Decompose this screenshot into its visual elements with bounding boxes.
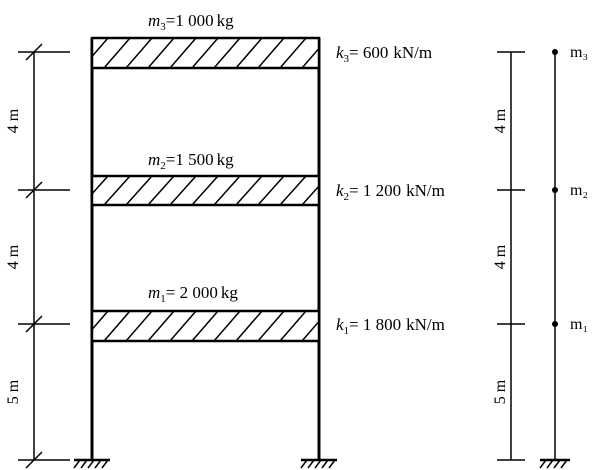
hatch-line [301, 320, 319, 341]
hatch-line [213, 176, 241, 205]
model-label-m3: m₃ [570, 44, 588, 61]
hatch-line [92, 38, 109, 58]
left-dim-label-bottom: 5 m [5, 379, 22, 404]
ground-support-right [300, 458, 337, 469]
hatch-line [279, 38, 307, 68]
hatch-line [60, 38, 86, 68]
mass-label-1: m1= 2 000 kg [148, 283, 238, 305]
left-dim-label-top: 4 m [5, 108, 22, 133]
left-dim-label-middle: 4 m [5, 244, 22, 269]
hatch-line [301, 47, 319, 68]
hatch-line [235, 311, 263, 341]
hatch-line [235, 38, 263, 68]
mass-label-3: m3=1 000 kg [148, 11, 234, 33]
hatch-line [60, 311, 86, 341]
right-dim-label-bottom: 5 m [492, 379, 509, 404]
hatch-line [125, 176, 153, 205]
hatch-line [191, 38, 219, 68]
ground-support-model [539, 458, 570, 469]
hatch-line [169, 311, 197, 341]
stiffness-label-3: k3= 600 kN/m [336, 43, 432, 65]
model-mass-1 [552, 321, 558, 327]
hatch-line [125, 38, 153, 68]
floor-slab-3 [60, 36, 321, 70]
hatch-line [147, 38, 175, 68]
right-dimension-line [497, 51, 525, 461]
model-label-m1: m₁ [570, 316, 588, 333]
right-dim-label-top: 4 m [492, 108, 509, 133]
hatch-line [279, 176, 307, 205]
hatch-line [92, 176, 109, 195]
stiffness-label-1: k1= 1 800 kN/m [336, 315, 445, 337]
floor-slab-2 [90, 174, 321, 207]
floor-slab-1 [60, 309, 321, 343]
hatch-line [213, 311, 241, 341]
ground-support-left [73, 458, 110, 469]
hatch-line [103, 176, 131, 205]
hatch-line [191, 311, 219, 341]
hatch-line [257, 38, 285, 68]
model-mass-2 [552, 187, 558, 193]
hatch-line [169, 176, 197, 205]
model-mass-3 [552, 49, 558, 55]
hatch-line [103, 311, 131, 341]
left-dimension-line [18, 43, 70, 469]
hatch-line [169, 38, 197, 68]
hatch-line [92, 311, 109, 331]
hatch-line [235, 176, 263, 205]
hatch-line [191, 176, 219, 205]
stiffness-label-2: k2= 1 200 kN/m [336, 181, 445, 203]
mass-label-2: m2=1 500 kg [148, 150, 234, 172]
hatch-line [103, 38, 131, 68]
hatch-line [147, 311, 175, 341]
hatch-line [257, 311, 285, 341]
hatch-line [279, 311, 307, 341]
model-label-m2: m₂ [570, 182, 588, 199]
hatch-line [125, 311, 153, 341]
hatch-line [257, 176, 285, 205]
hatch-line [301, 184, 319, 205]
hatch-line [213, 38, 241, 68]
right-dim-label-middle: 4 m [492, 244, 509, 269]
hatch-line [147, 176, 175, 205]
